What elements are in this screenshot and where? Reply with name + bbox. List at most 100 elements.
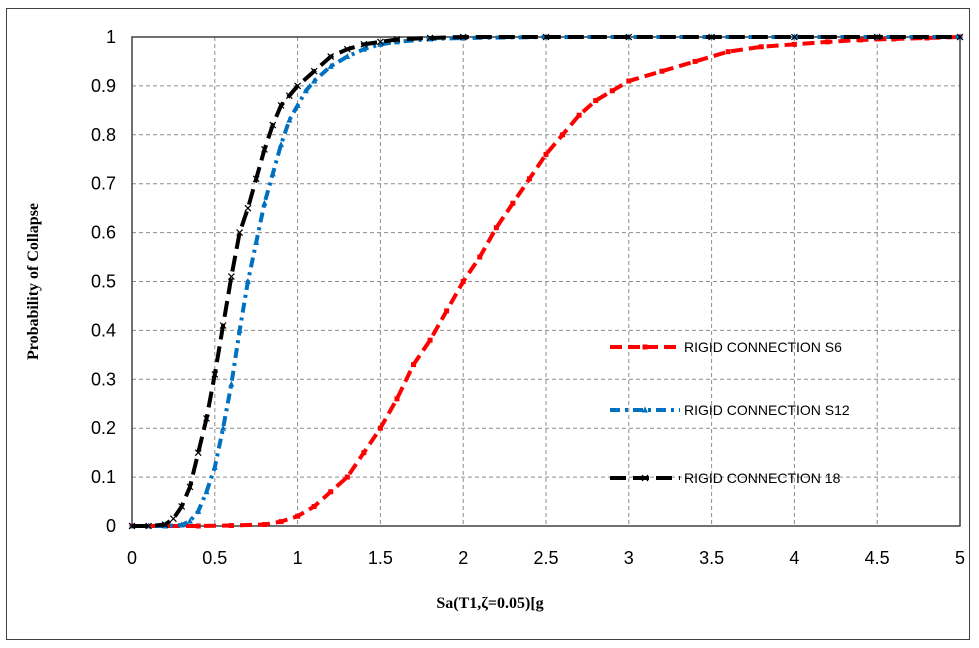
data-point [145, 522, 152, 530]
data-point [825, 39, 831, 45]
legend-item: RIGID CONNECTION S12 [610, 402, 850, 418]
data-point [477, 254, 483, 260]
x-tick-label: 0.5 [202, 548, 227, 568]
grid [132, 37, 960, 526]
data-point [593, 98, 599, 104]
y-axis-ticks: 0 0.1 0.2 0.3 0.4 0.5 0.6 0.7 0.8 0.9 1 [91, 27, 116, 536]
data-point [394, 396, 400, 402]
data-point [128, 522, 136, 530]
series [128, 33, 964, 530]
data-point [294, 82, 302, 90]
series-line [132, 35, 960, 528]
data-point [542, 33, 550, 41]
data-point [376, 38, 384, 46]
data-point [725, 49, 731, 55]
data-point [294, 101, 301, 108]
chart-frame [6, 8, 970, 640]
x-tick-label: 1 [293, 548, 303, 568]
legend-marker [641, 474, 649, 482]
series-1 [129, 34, 963, 529]
data-point [360, 45, 367, 52]
x-tick-label: 4 [789, 548, 799, 568]
data-point [426, 34, 434, 42]
y-tick-label: 1 [106, 27, 116, 47]
x-tick-label: 4.5 [865, 548, 890, 568]
data-point [161, 521, 169, 528]
data-point [791, 41, 797, 47]
data-point [195, 507, 202, 514]
y-tick-label: 0.3 [91, 369, 116, 389]
data-point [169, 515, 177, 523]
legend-marker [642, 406, 648, 413]
data-point [244, 204, 252, 212]
data-point [560, 132, 566, 138]
y-tick-label: 0.5 [91, 272, 116, 292]
series-3 [128, 33, 964, 530]
data-point [195, 523, 201, 529]
data-point [236, 326, 243, 333]
data-point [311, 77, 318, 84]
data-point [510, 200, 516, 206]
data-point [269, 170, 276, 177]
data-point [228, 523, 234, 529]
data-point [393, 36, 401, 43]
data-point [286, 116, 293, 123]
data-point [790, 33, 798, 41]
data-point [344, 474, 350, 480]
data-point [858, 37, 864, 43]
data-point [253, 238, 260, 245]
data-point [360, 40, 368, 48]
data-point [526, 176, 532, 182]
data-point [269, 121, 277, 129]
y-tick-label: 0.6 [91, 223, 116, 243]
data-point [261, 199, 268, 206]
data-point [311, 503, 317, 509]
y-tick-label: 0.9 [91, 76, 116, 96]
data-point [327, 62, 334, 69]
data-point [659, 68, 665, 74]
data-point [228, 380, 235, 387]
data-point [194, 449, 202, 457]
data-point [261, 146, 268, 153]
data-point [252, 175, 260, 183]
x-tick-label: 2 [458, 548, 468, 568]
y-tick-label: 0.4 [91, 320, 116, 340]
y-tick-label: 0 [106, 516, 116, 536]
data-point [211, 370, 219, 378]
data-point [285, 92, 293, 100]
data-point [227, 273, 235, 281]
legend: RIGID CONNECTION S6 RIGID CONNECTION S12 R… [610, 339, 850, 486]
y-tick-label: 0.8 [91, 125, 116, 145]
data-point [310, 67, 318, 75]
x-tick-label: 1.5 [368, 548, 393, 568]
x-axis-ticks: 0 0.5 1 1.5 2 2.5 3 3.5 4 4.5 5 [127, 548, 965, 568]
y-tick-label: 0.2 [91, 418, 116, 438]
data-point [427, 337, 433, 343]
legend-label: RIGID CONNECTION S6 [684, 339, 842, 355]
legend-marker [642, 344, 648, 350]
legend-label: RIGID CONNECTION 18 [684, 470, 841, 486]
data-point [344, 53, 351, 60]
data-point [178, 521, 185, 528]
data-point [236, 229, 244, 237]
data-point [277, 102, 285, 109]
data-point [278, 141, 285, 148]
x-tick-label: 2.5 [533, 548, 558, 568]
data-point [377, 40, 384, 47]
data-point [361, 450, 367, 456]
data-point [708, 33, 716, 41]
data-point [220, 424, 227, 431]
x-tick-label: 3.5 [699, 548, 724, 568]
data-point [692, 58, 698, 64]
data-point [626, 78, 632, 84]
data-point [444, 308, 450, 314]
data-point [873, 33, 881, 41]
data-point [460, 279, 466, 284]
data-point [211, 463, 218, 470]
data-point [186, 483, 194, 491]
data-point [543, 151, 549, 157]
data-point [178, 503, 186, 510]
data-point [327, 53, 335, 60]
x-tick-label: 0 [127, 548, 137, 568]
